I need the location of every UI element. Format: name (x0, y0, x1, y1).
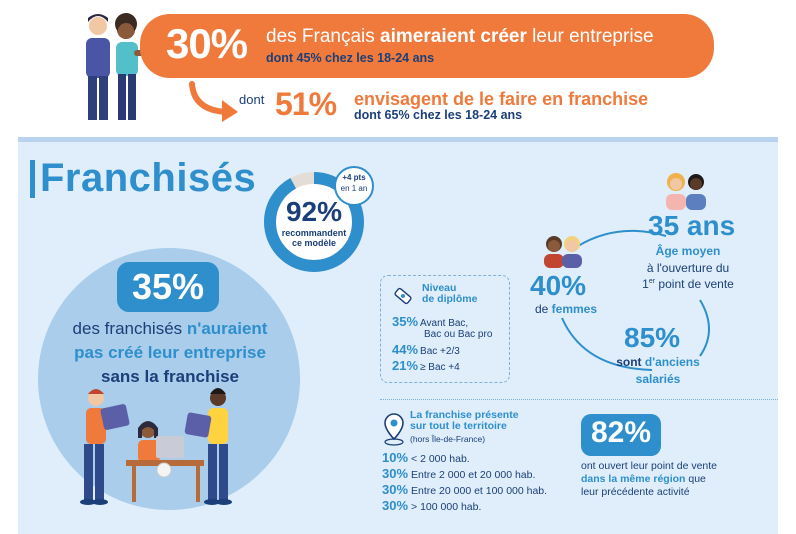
diploma-row: 44% Bac +2/3 (392, 342, 460, 357)
couple-illustration (86, 13, 152, 120)
highlight-value: 35% (131, 266, 205, 307)
employees-label-2: salariés (635, 372, 681, 386)
growth-badge (334, 166, 374, 206)
region-line2: dans la même région que (581, 473, 706, 485)
team-puzzle-illustration (80, 388, 232, 505)
location-pin-icon (384, 413, 404, 446)
diploma-icon (394, 287, 412, 305)
recommend-ring (264, 172, 364, 272)
age-value: 35 ans (648, 210, 736, 241)
stat-banner-orange (140, 14, 714, 78)
territory-sub: (hors Île-de-France) (410, 434, 486, 444)
territory-row: 10% < 2 000 hab. (382, 450, 470, 465)
stat2-value: 51% (275, 86, 337, 122)
divider (380, 399, 778, 400)
connector-arcs (561, 229, 710, 371)
territory-row: 30% Entre 2 000 et 20 000 hab. (382, 466, 536, 481)
women-label: de femmes (534, 302, 598, 316)
region-badge (581, 414, 661, 456)
section-title: Franchisés (40, 156, 257, 200)
dont-label: dont (239, 92, 265, 107)
stat1-sub: dont 45% chez les 18-24 ans (266, 51, 435, 65)
territory-title: La franchise présente sur tout le territo… (410, 409, 519, 432)
diploma-box (380, 275, 510, 383)
diploma-title: Niveau de diplôme (422, 282, 478, 305)
region-value: 82% (590, 416, 652, 449)
diploma-row: 35% Avant Bac, (392, 314, 469, 329)
title-accent-bar (30, 160, 35, 198)
growth-badge-period: en 1 an (340, 184, 368, 193)
employees-label: sont d'anciens (616, 355, 700, 369)
growth-badge-pts: +4 pts (342, 173, 366, 182)
stat1-text: des Français aimeraient créer leur entre… (266, 26, 654, 47)
recommend-value: 92% (285, 196, 343, 227)
women-value: 40% (530, 270, 587, 301)
territory-row: 30% Entre 20 000 et 100 000 hab. (382, 482, 548, 497)
diploma-row-cont: Bac ou Bac pro (424, 329, 493, 340)
stat2-text: envisagent de le faire en franchise (354, 89, 649, 109)
stat1-value: 30% (166, 20, 248, 67)
highlight-text: des franchisés n'auraient pas créé leur … (72, 319, 268, 386)
stat2-sub: dont 65% chez les 18-24 ans (354, 108, 523, 122)
recommend-label: recommandent ce modèle (281, 228, 347, 248)
age-desc: à l'ouverture du (646, 261, 730, 275)
employees-value: 85% (624, 322, 681, 353)
highlight-badge (117, 262, 219, 312)
region-line1: ont ouvert leur point de vente (581, 460, 718, 472)
curved-arrow-icon (189, 81, 238, 122)
age-desc-2: 1er point de vente (642, 277, 734, 291)
diploma-row: 21% ≥ Bac +4 (392, 358, 460, 373)
region-line3: leur précédente activité (581, 486, 690, 498)
couple-avatars-icon (666, 173, 706, 210)
women-avatars-icon (544, 236, 582, 268)
age-label: Âge moyen (655, 244, 721, 258)
territory-row: 30% > 100 000 hab. (382, 498, 482, 513)
